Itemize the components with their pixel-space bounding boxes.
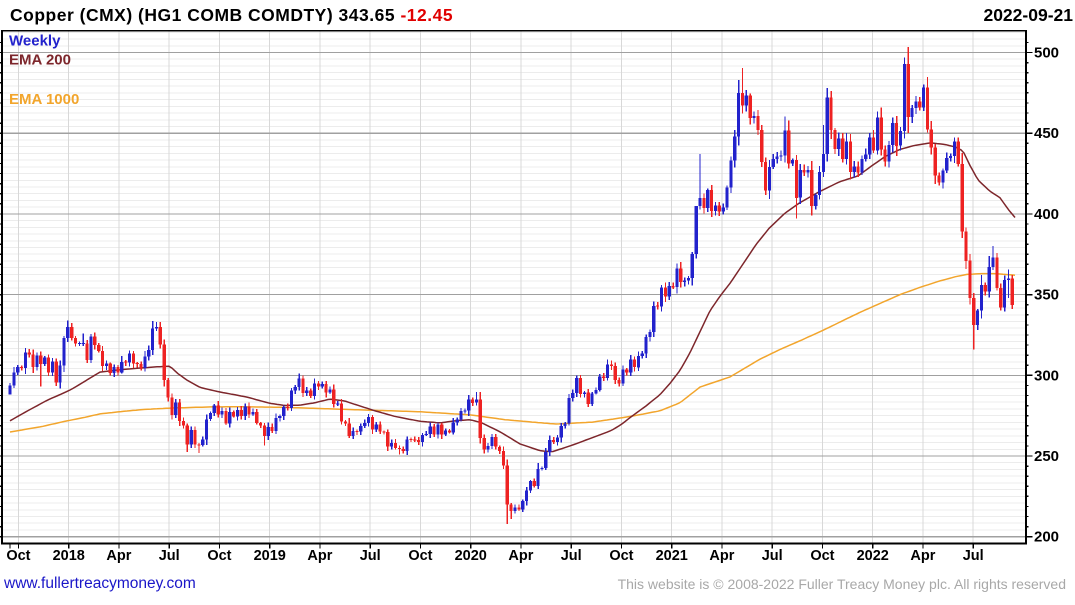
svg-text:Jul: Jul: [762, 548, 783, 564]
svg-text:2020: 2020: [455, 548, 487, 564]
svg-text:500: 500: [1034, 45, 1059, 62]
svg-text:Apr: Apr: [307, 548, 332, 564]
svg-text:Oct: Oct: [609, 548, 633, 564]
svg-text:2022-09-21: 2022-09-21: [983, 5, 1073, 25]
svg-text:Oct: Oct: [6, 548, 30, 564]
svg-text:Apr: Apr: [106, 548, 131, 564]
svg-text:This website is © 2008-2022 Fu: This website is © 2008-2022 Fuller Treac…: [618, 576, 1066, 592]
svg-text:400: 400: [1034, 206, 1059, 223]
svg-text:2019: 2019: [254, 548, 286, 564]
svg-text:Copper (CMX) (HG1 COMB COMDTY): Copper (CMX) (HG1 COMB COMDTY) 343.65 -1…: [10, 5, 453, 25]
svg-text:Oct: Oct: [207, 548, 231, 564]
svg-text:300: 300: [1034, 367, 1059, 384]
svg-text:2022: 2022: [857, 548, 889, 564]
svg-text:www.fullertreacymoney.com: www.fullertreacymoney.com: [3, 575, 196, 592]
svg-text:Oct: Oct: [810, 548, 834, 564]
svg-text:Apr: Apr: [508, 548, 533, 564]
svg-text:Apr: Apr: [709, 548, 734, 564]
svg-text:200: 200: [1034, 529, 1059, 546]
svg-text:2018: 2018: [53, 548, 85, 564]
svg-text:Jul: Jul: [963, 548, 984, 564]
svg-text:350: 350: [1034, 287, 1059, 304]
svg-text:Weekly: Weekly: [9, 33, 61, 50]
svg-text:Jul: Jul: [561, 548, 582, 564]
svg-text:Oct: Oct: [408, 548, 432, 564]
svg-text:Jul: Jul: [360, 548, 381, 564]
svg-text:Apr: Apr: [910, 548, 935, 564]
svg-text:EMA 200: EMA 200: [9, 52, 71, 69]
svg-text:250: 250: [1034, 448, 1059, 465]
svg-text:450: 450: [1034, 125, 1059, 142]
svg-text:Jul: Jul: [159, 548, 180, 564]
svg-text:2021: 2021: [656, 548, 688, 564]
svg-text:EMA 1000: EMA 1000: [9, 91, 79, 108]
